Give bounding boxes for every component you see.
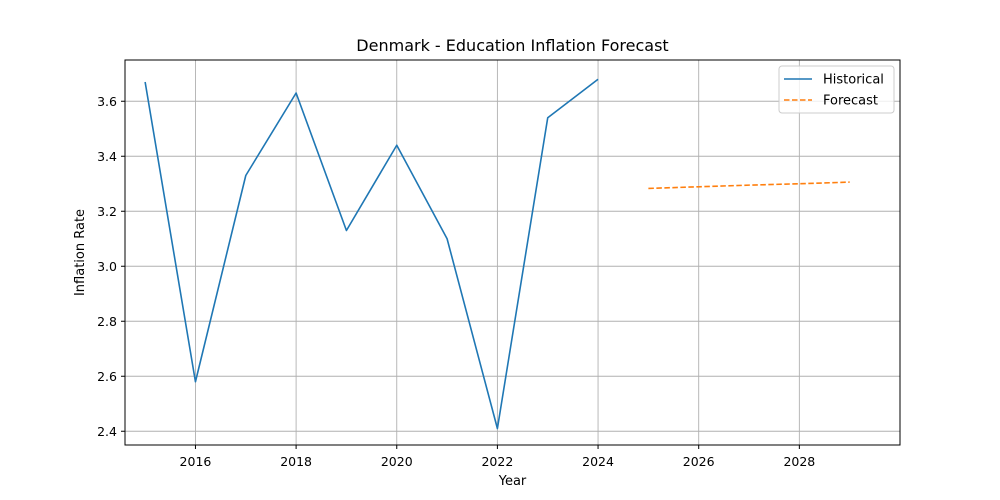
y-tick-label: 3.4	[97, 149, 117, 164]
axis-ticks: 2016 2018 2020 2022 2024 2026 2028 2.4 2.6 2.8 3.0…	[97, 94, 815, 469]
grid	[125, 60, 900, 445]
x-tick-label: 2028	[783, 454, 815, 469]
x-tick-label: 2020	[381, 454, 413, 469]
legend-label-forecast: Forecast	[823, 94, 878, 109]
chart-title: Denmark - Education Inflation Forecast	[356, 36, 668, 55]
series-line-forecast	[648, 181, 850, 190]
y-tick-label: 2.8	[97, 314, 117, 329]
y-tick-label: 3.6	[97, 94, 117, 109]
x-tick-label: 2018	[280, 454, 312, 469]
y-tick-label: 3.0	[97, 259, 117, 274]
x-axis-label: Year	[498, 474, 527, 489]
plot-frame	[124, 59, 901, 446]
legend-box	[778, 65, 895, 114]
series-line-historical	[144, 78, 599, 430]
x-tick-label: 2024	[582, 454, 614, 469]
y-tick-label: 2.6	[97, 369, 117, 384]
y-tick-label: 2.4	[97, 424, 117, 439]
x-tick-label: 2016	[180, 454, 212, 469]
y-axis-label: Inflation Rate	[73, 209, 88, 296]
y-tick-label: 3.2	[97, 204, 117, 219]
legend-label-historical: Historical	[823, 73, 884, 88]
legend: Historical Forecast	[778, 65, 895, 114]
x-tick-label: 2022	[481, 454, 513, 469]
x-tick-label: 2026	[683, 454, 715, 469]
series-lines	[144, 78, 850, 430]
